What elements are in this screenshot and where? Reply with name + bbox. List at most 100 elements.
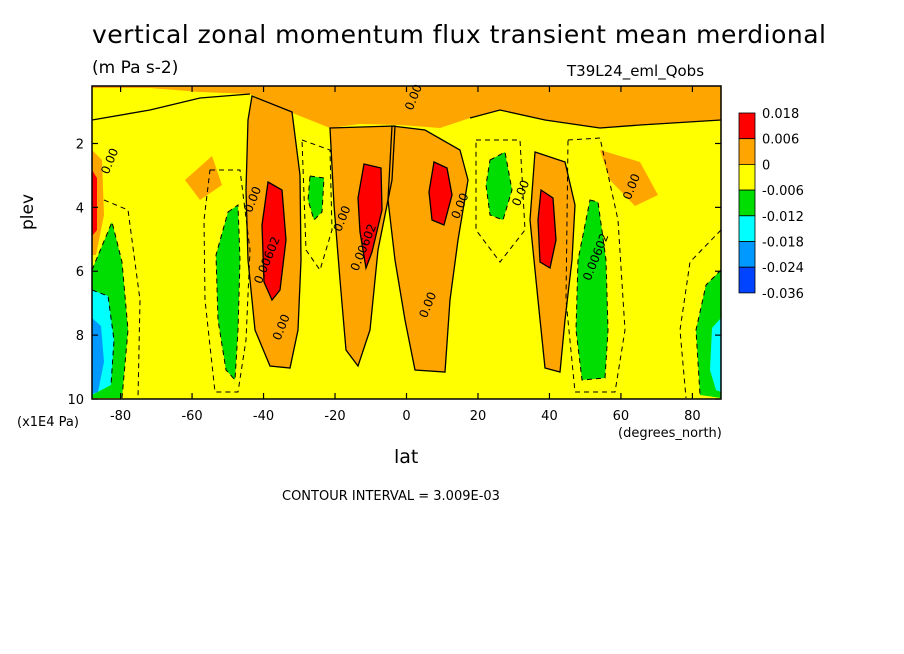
positive-region-south-70 <box>185 156 222 200</box>
colorbar-swatch <box>738 215 756 242</box>
contour-line <box>245 95 302 369</box>
colorbar-label: -0.018 <box>762 236 804 251</box>
contour-line <box>357 163 383 271</box>
maximum-equator <box>429 162 452 225</box>
background-fill <box>92 86 721 399</box>
contour-line <box>215 204 241 382</box>
contour-line <box>679 229 721 399</box>
colorbar-label: -0.024 <box>762 261 804 276</box>
positive-region-south-40 <box>246 96 301 368</box>
maximum-south-40 <box>262 182 286 300</box>
x-tick-label: 60 <box>613 409 630 424</box>
y-axis-units: (x1E4 Pa) <box>17 415 79 430</box>
colorbar-swatch <box>738 189 756 217</box>
contour-line <box>485 151 513 221</box>
contour-label: 0.00 <box>620 172 643 202</box>
contour-label: 0.00 <box>509 178 532 208</box>
contour-line <box>103 199 141 399</box>
maximum-south-10 <box>358 164 382 268</box>
run-label: T39L24_eml_Qobs <box>567 62 705 80</box>
minimum-south-50 <box>216 205 240 380</box>
colorbar-swatch <box>738 241 756 268</box>
chart-subtitle: (m Pa s-2) <box>92 58 179 78</box>
positive-region-south-10 <box>330 126 395 366</box>
contour-line <box>301 139 333 272</box>
colorbar-swatch <box>738 138 756 165</box>
colorbar-label: 0.018 <box>762 107 799 122</box>
y-axis: 2 4 6 8 10 <box>67 137 721 408</box>
positive-region-north-40 <box>530 152 575 372</box>
positive-region-equator <box>388 126 468 372</box>
y-tick-label: 6 <box>76 265 84 280</box>
x-tick-label: -60 <box>181 409 202 424</box>
y-tick-label: 4 <box>76 201 84 216</box>
strong-minimum-south-edge-core <box>92 318 104 394</box>
contour-label: 0.00 <box>241 184 264 214</box>
dashed-contours <box>92 137 721 399</box>
colorbar-swatch <box>738 112 756 140</box>
x-axis-units: (degrees_north) <box>618 426 722 441</box>
x-axis-label: lat <box>394 446 419 468</box>
contour-line <box>475 139 526 263</box>
strong-minimum-south-edge <box>92 290 114 395</box>
minimum-north-edge <box>696 270 721 398</box>
contour-field <box>92 86 721 399</box>
contour-line <box>575 199 609 381</box>
contour-line <box>203 169 251 393</box>
contour-line <box>92 93 251 121</box>
contour-line <box>329 125 396 368</box>
plot-frame <box>91 85 722 400</box>
contour-line <box>469 109 721 129</box>
contour-label: 0.00602 <box>348 222 380 273</box>
colorbar-label: -0.006 <box>762 184 804 199</box>
y-axis-label: plev <box>18 193 38 230</box>
contour-line <box>92 289 115 386</box>
contour-label: 0.00 <box>402 82 425 112</box>
maximum-south-edge <box>92 170 97 236</box>
y-tick-label: 2 <box>76 137 84 152</box>
x-tick-label: -80 <box>110 409 131 424</box>
positive-region-north-85 <box>710 100 721 118</box>
positive-region-north-70 <box>600 150 658 206</box>
x-tick-label: 80 <box>684 409 701 424</box>
contour-line <box>261 180 287 302</box>
x-tick-label: -20 <box>324 409 345 424</box>
contour-line <box>565 137 626 393</box>
strong-minimum-north-edge <box>710 318 721 392</box>
colorbar-swatch <box>738 163 756 191</box>
x-tick-label: -40 <box>253 409 274 424</box>
colorbar-label: -0.012 <box>762 210 804 225</box>
contour-line <box>695 269 721 396</box>
contour-line <box>529 151 576 373</box>
x-tick-label: 40 <box>541 409 558 424</box>
contour-label: 0.00 <box>416 290 439 320</box>
y-tick-label: 10 <box>67 393 84 408</box>
x-tick-label: 20 <box>470 409 487 424</box>
colorbar-label: 0.006 <box>762 133 799 148</box>
chart-title: vertical zonal momentum flux transient m… <box>92 20 827 49</box>
x-axis: -80 -60 -40 -20 0 20 40 60 80 <box>110 86 701 424</box>
contour-line <box>428 161 453 226</box>
contour-label: 0.00602 <box>580 231 612 282</box>
contour-labels: 0.000.000.000.006020.000.000.006020.000.… <box>98 82 643 342</box>
positive-region-south-edge <box>92 150 104 255</box>
contour-label: 0.00 <box>98 146 121 176</box>
contour-line <box>92 220 129 399</box>
contour-line <box>307 175 325 221</box>
contour-label: 0.00 <box>331 204 354 234</box>
contour-label: 0.00 <box>270 312 293 342</box>
contour-interval-note: CONTOUR INTERVAL = 3.009E-03 <box>282 489 500 504</box>
contour-line <box>387 125 469 373</box>
contour-label: 0.00602 <box>251 235 283 286</box>
maximum-north-40 <box>538 190 556 268</box>
y-tick-label: 8 <box>76 329 84 344</box>
minimum-north-28 <box>486 152 512 220</box>
colorbar-label: -0.036 <box>762 287 804 302</box>
minimum-south-edge <box>92 222 128 398</box>
positive-region-upper-band <box>92 86 721 128</box>
x-tick-label: 0 <box>402 409 410 424</box>
minimum-north-53 <box>576 200 608 380</box>
solid-contours <box>92 93 721 373</box>
colorbar-label: 0 <box>762 158 770 173</box>
